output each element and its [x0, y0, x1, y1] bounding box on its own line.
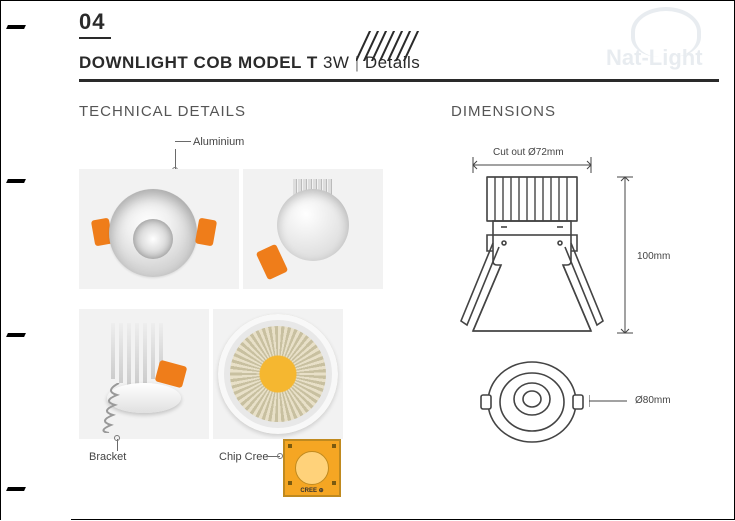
dim-diameter-label: Ø80mm	[635, 395, 671, 406]
title-underline	[79, 79, 719, 82]
callout-bracket: Bracket	[89, 451, 126, 463]
title-product: DOWNLIGHT COB MODEL T	[79, 53, 318, 72]
callout-aluminium: Aluminium	[193, 136, 244, 148]
section-dimensions: DIMENSIONS	[451, 103, 556, 120]
side-view-drawing	[451, 171, 631, 341]
dim-line-height	[617, 175, 633, 335]
bottom-view-drawing	[477, 357, 587, 447]
callout-chip: Chip Cree	[219, 451, 269, 463]
title-wattage: 3W	[323, 53, 350, 72]
page-number-underline	[79, 37, 111, 39]
brand-watermark: Nat-Light	[606, 7, 726, 97]
dim-line-diameter	[589, 393, 633, 409]
callout-line	[175, 149, 176, 169]
side-ruler	[1, 1, 71, 521]
chip-image: CREE ⊕	[283, 439, 341, 497]
page-number: 04	[79, 9, 105, 35]
dim-height-label: 100mm	[637, 251, 670, 262]
product-photo-heatsink	[79, 309, 209, 439]
chip-brand-text: CREE ⊕	[285, 487, 339, 494]
product-photo-front	[79, 169, 239, 289]
dimensions-diagram: Cut out Ø72mm	[451, 141, 711, 501]
diagonal-ornament	[356, 31, 426, 61]
brand-name: Nat-Light	[606, 45, 703, 71]
product-photo-reflector	[213, 309, 343, 439]
callout-line	[175, 141, 191, 142]
section-technical: TECHNICAL DETAILS	[79, 103, 246, 120]
product-photo-angle	[243, 169, 383, 289]
callout-dot	[114, 435, 120, 441]
